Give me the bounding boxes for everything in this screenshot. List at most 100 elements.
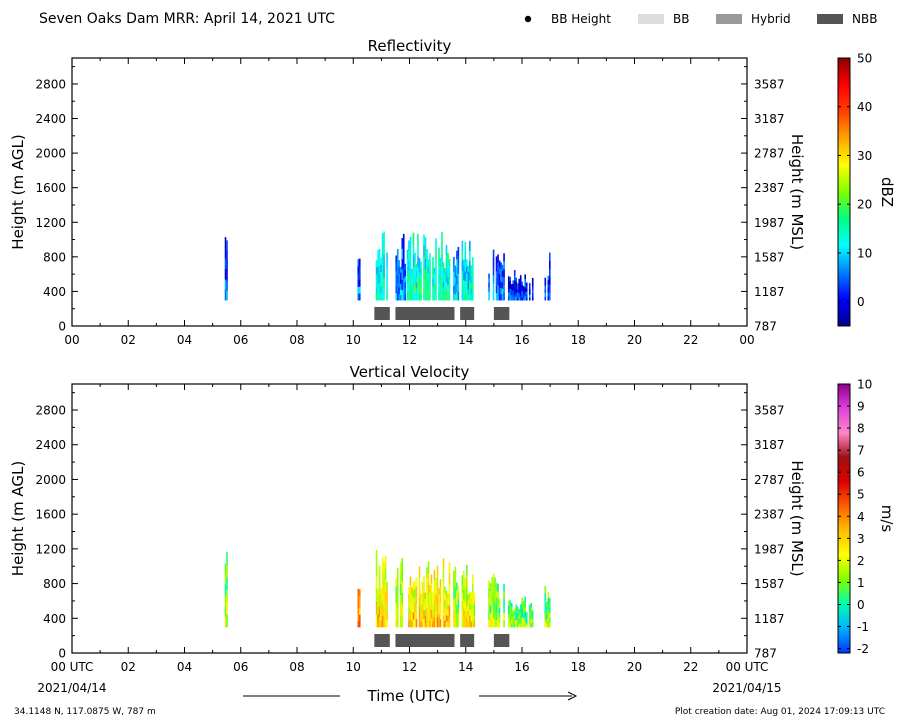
echo-cell [467, 282, 470, 289]
echo-cell [423, 584, 425, 594]
echo-cell [439, 278, 442, 287]
echo-cell [380, 264, 382, 273]
echo-column [395, 233, 407, 301]
start-date-label: 2021/04/14 [37, 681, 106, 695]
echo-cell [412, 619, 415, 628]
echo-cell [423, 256, 425, 268]
echo-cell [549, 292, 551, 301]
echo-cell [420, 604, 422, 611]
echo-cell [420, 274, 422, 282]
echo-cell [447, 292, 449, 301]
colorbar-tick-label: 2 [857, 554, 865, 568]
echo-cell [441, 243, 443, 256]
echo-cell [444, 294, 446, 301]
echo-cell [411, 607, 413, 615]
x-tick-label: 20 [627, 660, 642, 674]
echo-cell [525, 611, 528, 615]
echo-cell [358, 279, 361, 287]
echo-cell [377, 283, 379, 293]
echo-cell [492, 618, 495, 628]
echo-cell [411, 278, 413, 285]
echo-cell [381, 580, 384, 593]
y2-tick-label: 1587 [754, 250, 785, 264]
echo-column [357, 258, 361, 301]
echo-cell [226, 270, 228, 281]
echo-cell [432, 278, 434, 287]
echo-cell [380, 587, 382, 595]
echo-cell [375, 280, 378, 288]
echo-cell [444, 268, 446, 274]
echo-cell [467, 621, 470, 628]
echo-cell [432, 285, 434, 294]
echo-cell [404, 263, 407, 271]
echo-cell [492, 609, 495, 619]
echo-cell [470, 294, 473, 301]
echo-cell [469, 592, 471, 599]
echo-cell [444, 273, 446, 280]
echo-cell [414, 276, 416, 285]
colorbar-tick-label: 0 [857, 598, 865, 612]
echo-cell [408, 613, 410, 621]
echo-cell [404, 294, 407, 301]
echo-cell [439, 595, 442, 604]
echo-cell [430, 583, 433, 593]
echo-cell [383, 242, 385, 255]
figure-title: Seven Oaks Dam MRR: April 14, 2021 UTC [39, 11, 335, 27]
bb-type-bar-nbb [395, 634, 455, 647]
echo-cell [408, 240, 410, 251]
echo-cell [503, 605, 505, 613]
chart-title: Vertical Velocity [350, 363, 470, 381]
echo-cell [424, 289, 427, 301]
echo-cell [469, 621, 471, 628]
echo-cell [386, 292, 388, 301]
echo-cell [447, 284, 449, 293]
echo-cell [524, 621, 527, 628]
echo-cell [466, 293, 468, 301]
echo-cell [381, 255, 384, 268]
echo-cell [494, 585, 496, 595]
echo-cell [547, 592, 550, 599]
echo-cell [409, 584, 412, 594]
echo-cell [515, 612, 518, 617]
echo-cell [513, 620, 516, 625]
echo-cell [424, 279, 427, 290]
echo-cell [497, 254, 499, 263]
echo-cell [457, 620, 460, 628]
echo-cell [438, 601, 440, 608]
echo-cell [525, 285, 528, 289]
echo-cell [472, 600, 474, 610]
echo-cell [224, 268, 227, 280]
echo-cell [528, 294, 531, 298]
echo-cell [412, 288, 415, 301]
echo-cell [433, 283, 436, 290]
echo-cell [383, 277, 385, 290]
echo-column [224, 237, 228, 301]
y-tick-label: 2000 [35, 473, 66, 487]
echo-cell [467, 294, 470, 301]
echo-cell [546, 601, 548, 607]
echo-cell [512, 283, 515, 288]
echo-cell [469, 598, 471, 605]
echo-cell [454, 288, 457, 295]
echo-cell [467, 610, 470, 617]
echo-cell [448, 272, 451, 280]
echo-cell [358, 258, 361, 266]
echo-cell [507, 604, 510, 610]
echo-cell [522, 295, 525, 299]
echo-cell [519, 619, 522, 624]
echo-cell [503, 619, 505, 628]
y-tick-label: 2400 [35, 112, 66, 126]
echo-cell [395, 270, 398, 279]
echo-cell [375, 614, 378, 628]
echo-cell [378, 606, 381, 618]
echo-cell [224, 595, 227, 607]
echo-cell [497, 619, 499, 628]
echo-cell [380, 292, 382, 301]
echo-cell [516, 291, 519, 295]
echo-cell [454, 596, 457, 608]
echo-column [461, 240, 474, 301]
echo-cell [439, 257, 442, 266]
echo-cell [396, 266, 399, 275]
echo-cell [399, 605, 402, 617]
echo-cell [445, 608, 448, 616]
